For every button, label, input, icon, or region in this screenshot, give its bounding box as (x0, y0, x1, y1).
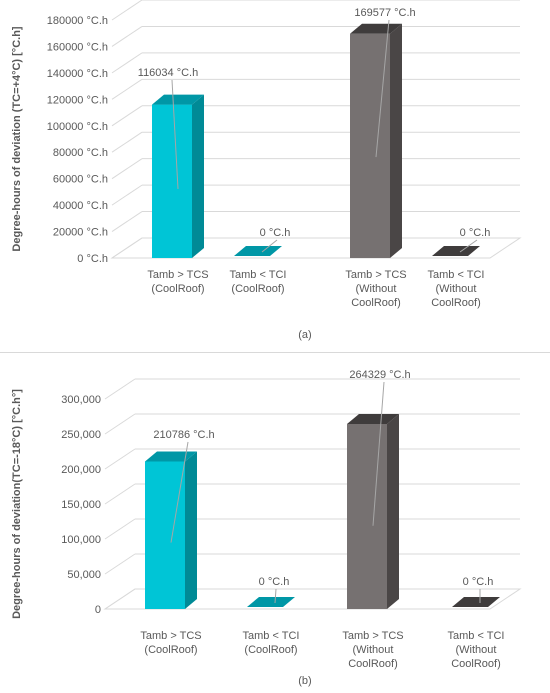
data-label: 0 °C.h (260, 227, 291, 239)
bar-top (347, 413, 399, 424)
bar-front (347, 423, 387, 609)
category-label: Tamb < TCI (448, 630, 505, 642)
bar-zero (432, 246, 480, 256)
panel-label: (b) (298, 675, 311, 687)
category-label: Tamb > TCS (140, 630, 201, 642)
bar-zero (452, 597, 500, 607)
leader-line (261, 239, 278, 253)
y-tick-label: 100000 °C.h (47, 121, 108, 133)
data-label: 210786 °C.h (153, 429, 214, 441)
y-tick-label: 40000 °C.h (53, 200, 108, 212)
category-label: (CoolRoof) (144, 644, 197, 656)
data-label: 169577 °C.h (354, 7, 415, 19)
category-label: Tamb > TCS (345, 269, 406, 281)
category-label: (Without (353, 644, 394, 656)
bar-top (145, 451, 197, 462)
data-label: 264329 °C.h (349, 369, 410, 381)
y-tick-label: 160000 °C.h (47, 41, 108, 53)
gridline-diagonal (104, 378, 136, 400)
gridline-diagonal (111, 211, 143, 232)
gridline-diagonal (111, 0, 143, 21)
y-tick-label: 50,000 (67, 569, 101, 581)
bar-front (145, 461, 185, 609)
category-label: Tamb < TCI (428, 269, 485, 281)
y-tick-label: 100,000 (61, 534, 101, 546)
panel-divider (0, 352, 550, 353)
category-label: Tamb < TCI (230, 269, 287, 281)
gridline-diagonal (111, 78, 143, 100)
category-label: (Without (436, 283, 477, 295)
data-label: 116034 °C.h (138, 67, 198, 79)
category-label: CoolRoof) (348, 658, 398, 670)
category-label: CoolRoof) (351, 297, 401, 309)
bar-side (192, 94, 204, 258)
category-label: Tamb > TCS (147, 269, 208, 281)
y-tick-label: 0 (95, 604, 101, 616)
gridline-diagonal (111, 184, 143, 206)
y-tick-label: 20000 °C.h (53, 227, 108, 239)
data-label: 0 °C.h (460, 227, 491, 239)
leader-line (375, 19, 390, 158)
leader-line (459, 239, 478, 253)
bar-top (350, 23, 402, 34)
y-tick-label: 300,000 (61, 394, 101, 406)
category-label: (CoolRoof) (151, 283, 204, 295)
gridline-diagonal (111, 158, 143, 180)
category-label: (Without (456, 644, 497, 656)
y-tick-label: 140000 °C.h (47, 68, 108, 80)
gridline-diagonal (111, 131, 143, 153)
leader-line (170, 441, 189, 543)
y-tick-label: 80000 °C.h (53, 147, 108, 159)
bar-side (390, 23, 402, 258)
bar-top (152, 94, 204, 105)
gridline-diagonal (104, 448, 136, 470)
leader-line (171, 79, 179, 189)
gridline-diagonal (104, 518, 136, 540)
y-tick-label: 150,000 (61, 499, 101, 511)
category-label: CoolRoof) (451, 658, 501, 670)
y-axis-label: Degree-hours of deviation (TC=+4°C) [°C.… (11, 26, 23, 251)
bar-front (350, 33, 390, 258)
leader-line (372, 381, 385, 526)
gridline-diagonal (104, 553, 136, 575)
category-label: (CoolRoof) (231, 283, 284, 295)
category-label: CoolRoof) (431, 297, 481, 309)
leader-line (274, 588, 277, 604)
gridline-diagonal (111, 26, 143, 47)
gridline-diagonal (104, 483, 136, 505)
category-label: (Without (356, 283, 397, 295)
bar-zero (247, 597, 295, 607)
panel-label: (a) (298, 329, 311, 341)
category-label: Tamb > TCS (342, 630, 403, 642)
bar-front (152, 104, 192, 258)
y-tick-label: 0 °C.h (77, 253, 108, 265)
gridline-diagonal (111, 105, 143, 127)
bar-zero (234, 246, 282, 256)
category-label: Tamb < TCI (243, 630, 300, 642)
y-tick-label: 200,000 (61, 464, 101, 476)
y-tick-label: 60000 °C.h (53, 174, 108, 186)
bar-side (387, 413, 399, 609)
category-label: (CoolRoof) (244, 644, 297, 656)
data-label: 0 °C.h (259, 576, 290, 588)
y-tick-label: 250,000 (61, 429, 101, 441)
gridline-diagonal (104, 413, 136, 435)
gridline-diagonal (111, 52, 143, 74)
y-tick-label: 120000 °C.h (47, 94, 108, 106)
bar-side (185, 451, 197, 609)
y-tick-label: 180000 °C.h (47, 15, 108, 27)
y-axis-label: Degree-hours of deviation(TC=-18°C) [°C.… (11, 389, 23, 619)
data-label: 0 °C.h (463, 576, 494, 588)
